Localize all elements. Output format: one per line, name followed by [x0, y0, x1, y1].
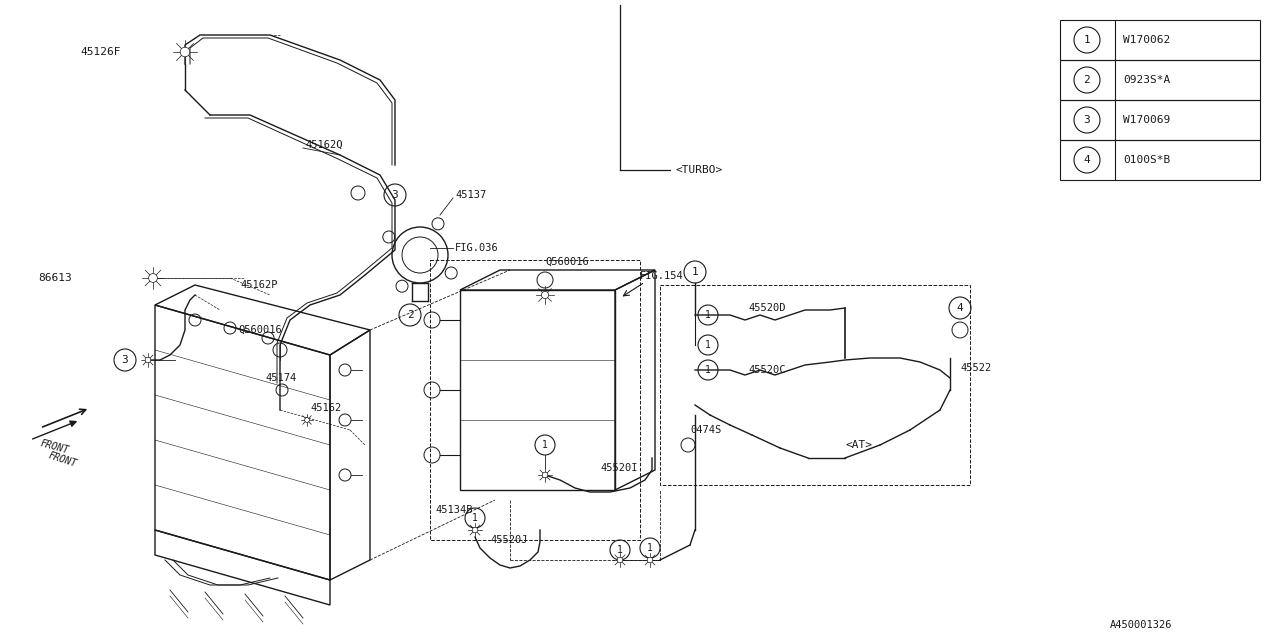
Circle shape [541, 291, 549, 299]
Text: 45162: 45162 [310, 403, 342, 413]
Text: 0474S: 0474S [690, 425, 721, 435]
Text: 45520J: 45520J [490, 535, 527, 545]
Bar [1060, 100, 1260, 140]
Text: 45162Q: 45162Q [305, 140, 343, 150]
Text: 45137: 45137 [454, 190, 486, 200]
Text: 2: 2 [407, 310, 413, 320]
Text: 86613: 86613 [38, 273, 72, 283]
Text: FIG.036: FIG.036 [454, 243, 499, 253]
Text: 3: 3 [122, 355, 128, 365]
Text: 0923S*A: 0923S*A [1123, 75, 1170, 85]
Text: 1: 1 [705, 310, 710, 320]
Text: 45162P: 45162P [241, 280, 278, 290]
Text: 3: 3 [392, 190, 398, 200]
Bar [1060, 140, 1260, 180]
Text: Q560016: Q560016 [545, 257, 589, 267]
Bar [1060, 20, 1260, 60]
Bar [660, 285, 970, 485]
Text: FIG.154: FIG.154 [640, 271, 684, 281]
Text: W170062: W170062 [1123, 35, 1170, 45]
Text: 45520D: 45520D [748, 303, 786, 313]
Text: 1: 1 [1084, 35, 1091, 45]
Text: 45522: 45522 [960, 363, 991, 373]
Text: 45126F: 45126F [79, 47, 120, 57]
Circle shape [148, 274, 157, 282]
Text: 1: 1 [472, 513, 477, 523]
Bar [1060, 60, 1260, 100]
Text: 4: 4 [1084, 155, 1091, 165]
Text: FRONT: FRONT [40, 438, 70, 455]
Text: 1: 1 [705, 365, 710, 375]
Text: 45134B: 45134B [435, 505, 472, 515]
Circle shape [305, 418, 310, 422]
Text: 1: 1 [691, 267, 699, 277]
Text: 45520C: 45520C [748, 365, 786, 375]
Text: 1: 1 [541, 440, 548, 450]
Text: FRONT: FRONT [46, 450, 78, 468]
Text: Q560016: Q560016 [238, 325, 282, 335]
Text: 0100S*B: 0100S*B [1123, 155, 1170, 165]
Text: 45520I: 45520I [600, 463, 637, 473]
Text: 1: 1 [705, 340, 710, 350]
Text: A450001326: A450001326 [1110, 620, 1172, 630]
Text: W170069: W170069 [1123, 115, 1170, 125]
Text: <AT>: <AT> [845, 440, 872, 450]
Text: 4: 4 [956, 303, 964, 313]
Text: 3: 3 [1084, 115, 1091, 125]
Text: 1: 1 [648, 543, 653, 553]
Circle shape [472, 527, 477, 532]
Text: <TURBO>: <TURBO> [675, 165, 722, 175]
Text: 2: 2 [1084, 75, 1091, 85]
Circle shape [180, 47, 189, 57]
Circle shape [543, 472, 548, 478]
Text: 1: 1 [617, 545, 623, 555]
Text: 45174: 45174 [265, 373, 296, 383]
Circle shape [648, 557, 653, 563]
Circle shape [617, 557, 623, 563]
Bar [430, 260, 640, 540]
Circle shape [145, 357, 151, 363]
